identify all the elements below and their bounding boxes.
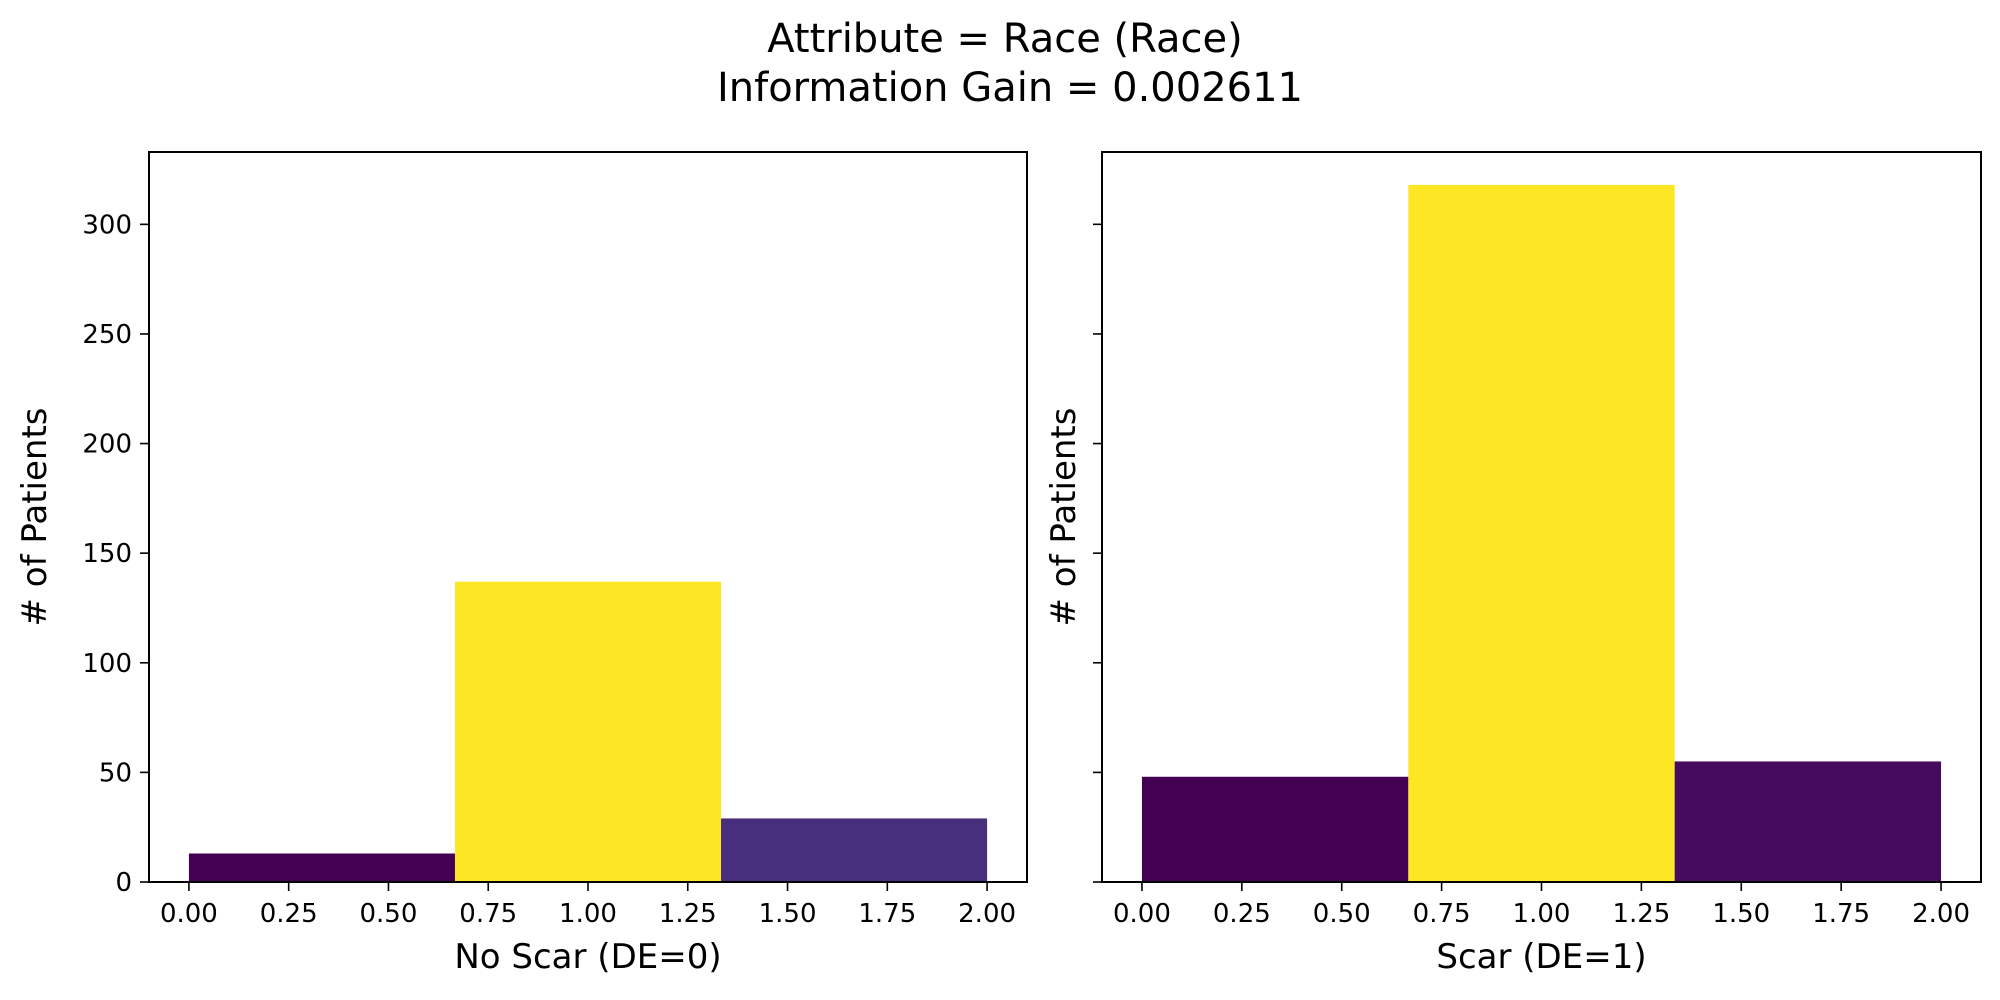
x-tick-label: 1.25 xyxy=(659,899,717,929)
x-tick-label: 1.50 xyxy=(759,899,817,929)
x-tick-label: 1.50 xyxy=(1712,899,1770,929)
figure-title-line1: Attribute = Race (Race) xyxy=(767,16,1243,62)
x-tick-label: 1.00 xyxy=(559,899,617,929)
x-tick-label: 0.50 xyxy=(1313,899,1371,929)
x-tick-label: 2.00 xyxy=(1912,899,1970,929)
y-tick-label: 0 xyxy=(115,868,132,898)
y-tick-label: 300 xyxy=(82,210,132,240)
y-tick-label: 200 xyxy=(82,430,132,460)
x-tick-label: 1.00 xyxy=(1513,899,1571,929)
x-tick-label: 0.25 xyxy=(1213,899,1271,929)
y-axis-label: # of Patients xyxy=(1044,408,1084,627)
bar-0 xyxy=(1141,776,1409,882)
bar-1 xyxy=(454,581,722,882)
x-tick-label: 2.00 xyxy=(958,899,1016,929)
bar-0 xyxy=(188,853,455,882)
bar-2 xyxy=(721,818,988,882)
x-tick-label: 0.50 xyxy=(360,899,418,929)
x-tick-label: 0.75 xyxy=(459,899,517,929)
x-axis-label: Scar (DE=1) xyxy=(1436,937,1646,977)
x-tick-label: 0.75 xyxy=(1413,899,1471,929)
chart-panel-scar: 0.00 0.25 0.50 0.75 1.00 1.25 1.50 1.75 2.00 Scar… xyxy=(1044,151,1982,977)
y-tick-label: 250 xyxy=(82,320,132,350)
x-tick-label: 0.25 xyxy=(260,899,318,929)
y-tick-label: 100 xyxy=(82,649,132,679)
x-tick-label: 0.00 xyxy=(1113,899,1171,929)
x-axis-label: No Scar (DE=0) xyxy=(454,937,721,977)
x-tick-label: 1.75 xyxy=(858,899,916,929)
chart-panel-no-scar: 0.00 0.25 0.50 0.75 1.00 1.25 1.50 1.75 2.00 0 50 1… xyxy=(15,151,1028,977)
bar-2 xyxy=(1674,761,1942,882)
figure-title-line2: Information Gain = 0.002611 xyxy=(717,65,1303,111)
x-tick-label: 1.75 xyxy=(1812,899,1870,929)
bar-1 xyxy=(1408,184,1675,883)
y-tick-label: 150 xyxy=(82,539,132,569)
y-axis-label: # of Patients xyxy=(15,408,55,627)
y-tick-label: 50 xyxy=(99,758,132,788)
x-tick-label: 0.00 xyxy=(160,899,218,929)
x-tick-label: 1.25 xyxy=(1612,899,1670,929)
